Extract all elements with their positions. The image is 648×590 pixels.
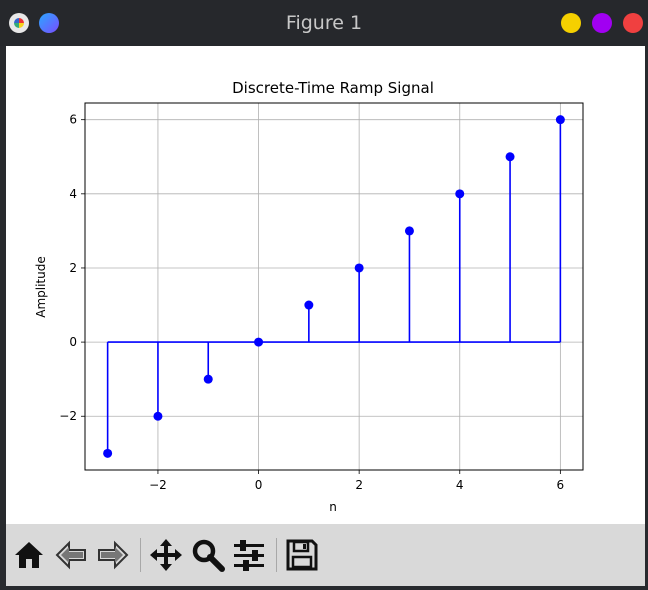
home-icon[interactable] — [12, 538, 46, 572]
stem-lines — [106, 119, 562, 454]
stem-marker — [555, 115, 565, 125]
chart-title: Discrete-Time Ramp Signal — [232, 79, 434, 97]
y-tick-label: 6 — [69, 113, 77, 127]
axis-ticks: −2 0 2 4 6 −2 0 2 4 6 — [59, 113, 564, 492]
toolbar-separator — [276, 538, 277, 572]
stem-marker — [404, 226, 414, 236]
x-axis-label: n — [329, 500, 337, 514]
y-tick-label: −2 — [59, 409, 77, 423]
window-menu-icon[interactable] — [39, 13, 59, 33]
pan-icon[interactable] — [149, 538, 183, 572]
forward-arrow-icon[interactable] — [96, 538, 130, 572]
stem-marker — [203, 374, 213, 384]
title-bar: Figure 1 — [0, 0, 648, 46]
toolbar-separator — [140, 538, 141, 572]
stem-marker — [254, 337, 264, 347]
close-button[interactable] — [623, 13, 643, 33]
navigation-toolbar — [6, 524, 645, 586]
axes-frame — [84, 102, 584, 471]
x-tick-label: 2 — [355, 478, 363, 492]
y-axis-label: Amplitude — [34, 256, 48, 318]
zoom-icon[interactable] — [191, 538, 225, 572]
back-arrow-icon[interactable] — [54, 538, 88, 572]
y-tick-label: 4 — [69, 187, 77, 201]
stem-marker — [153, 411, 163, 421]
x-tick-label: 6 — [557, 478, 565, 492]
stem-marker — [354, 263, 364, 273]
stem-markers — [103, 115, 565, 458]
y-tick-label: 2 — [69, 261, 77, 275]
maximize-button[interactable] — [592, 13, 612, 33]
stem-chart: −2 0 2 4 6 −2 0 2 4 6 Discrete-Time Ramp Signal n… — [34, 79, 584, 514]
configure-subplots-icon[interactable] — [232, 538, 266, 572]
x-tick-label: 0 — [255, 478, 263, 492]
save-icon[interactable] — [285, 538, 319, 572]
app-icon[interactable] — [9, 13, 29, 33]
figure-canvas: −2 0 2 4 6 −2 0 2 4 6 Discrete-Time Ramp Signal n… — [6, 46, 645, 524]
stem-marker — [505, 152, 515, 162]
stem-marker — [455, 189, 465, 199]
x-tick-label: 4 — [456, 478, 464, 492]
stem-marker — [103, 448, 113, 458]
stem-marker — [304, 300, 314, 310]
window-title: Figure 1 — [285, 12, 363, 34]
y-tick-label: 0 — [69, 335, 77, 349]
minimize-button[interactable] — [561, 13, 581, 33]
x-tick-label: −2 — [149, 478, 167, 492]
